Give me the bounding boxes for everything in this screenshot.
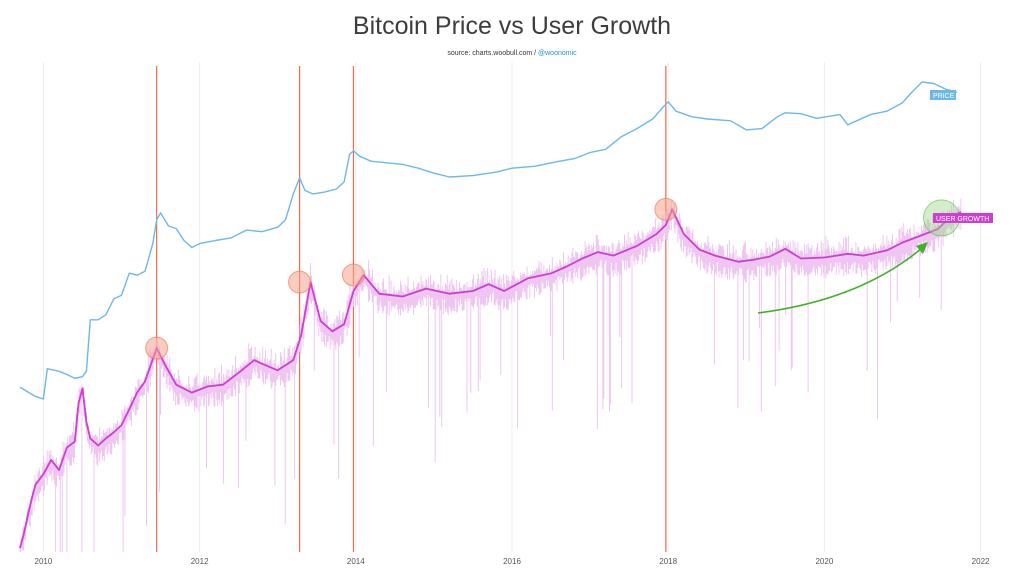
x-tick-2022: 2022: [972, 557, 990, 566]
growth-arrow: [757, 247, 923, 314]
x-tick-2012: 2012: [191, 557, 209, 566]
source-text: source: charts.woobull.com /: [447, 50, 539, 57]
peak-marker-3: [654, 197, 678, 221]
peak-marker-1: [288, 270, 312, 294]
series-user-growth-raw: [19, 198, 962, 552]
price-tag: PRICE: [933, 93, 955, 100]
x-tick-2014: 2014: [347, 557, 365, 566]
x-tick-2016: 2016: [503, 557, 521, 566]
series-price-line: [19, 81, 958, 400]
peak-marker-2: [341, 263, 365, 287]
growth-arrow-head: [916, 242, 928, 254]
price-tag-bg: [930, 90, 956, 100]
chart-subtitle: source: charts.woobull.com / @woonomic: [0, 50, 1024, 57]
x-tick-2010: 2010: [35, 557, 53, 566]
chart-title: Bitcoin Price vs User Growth: [352, 12, 672, 40]
x-tick-2018: 2018: [659, 557, 677, 566]
user-growth-tag-bg: [933, 213, 993, 223]
source-handle: @woonomic: [538, 50, 577, 57]
series-user-growth-line: [19, 208, 962, 549]
peak-marker-0: [145, 336, 169, 360]
user-growth-tag: USER GROWTH: [936, 216, 989, 223]
x-tick-2020: 2020: [815, 557, 833, 566]
